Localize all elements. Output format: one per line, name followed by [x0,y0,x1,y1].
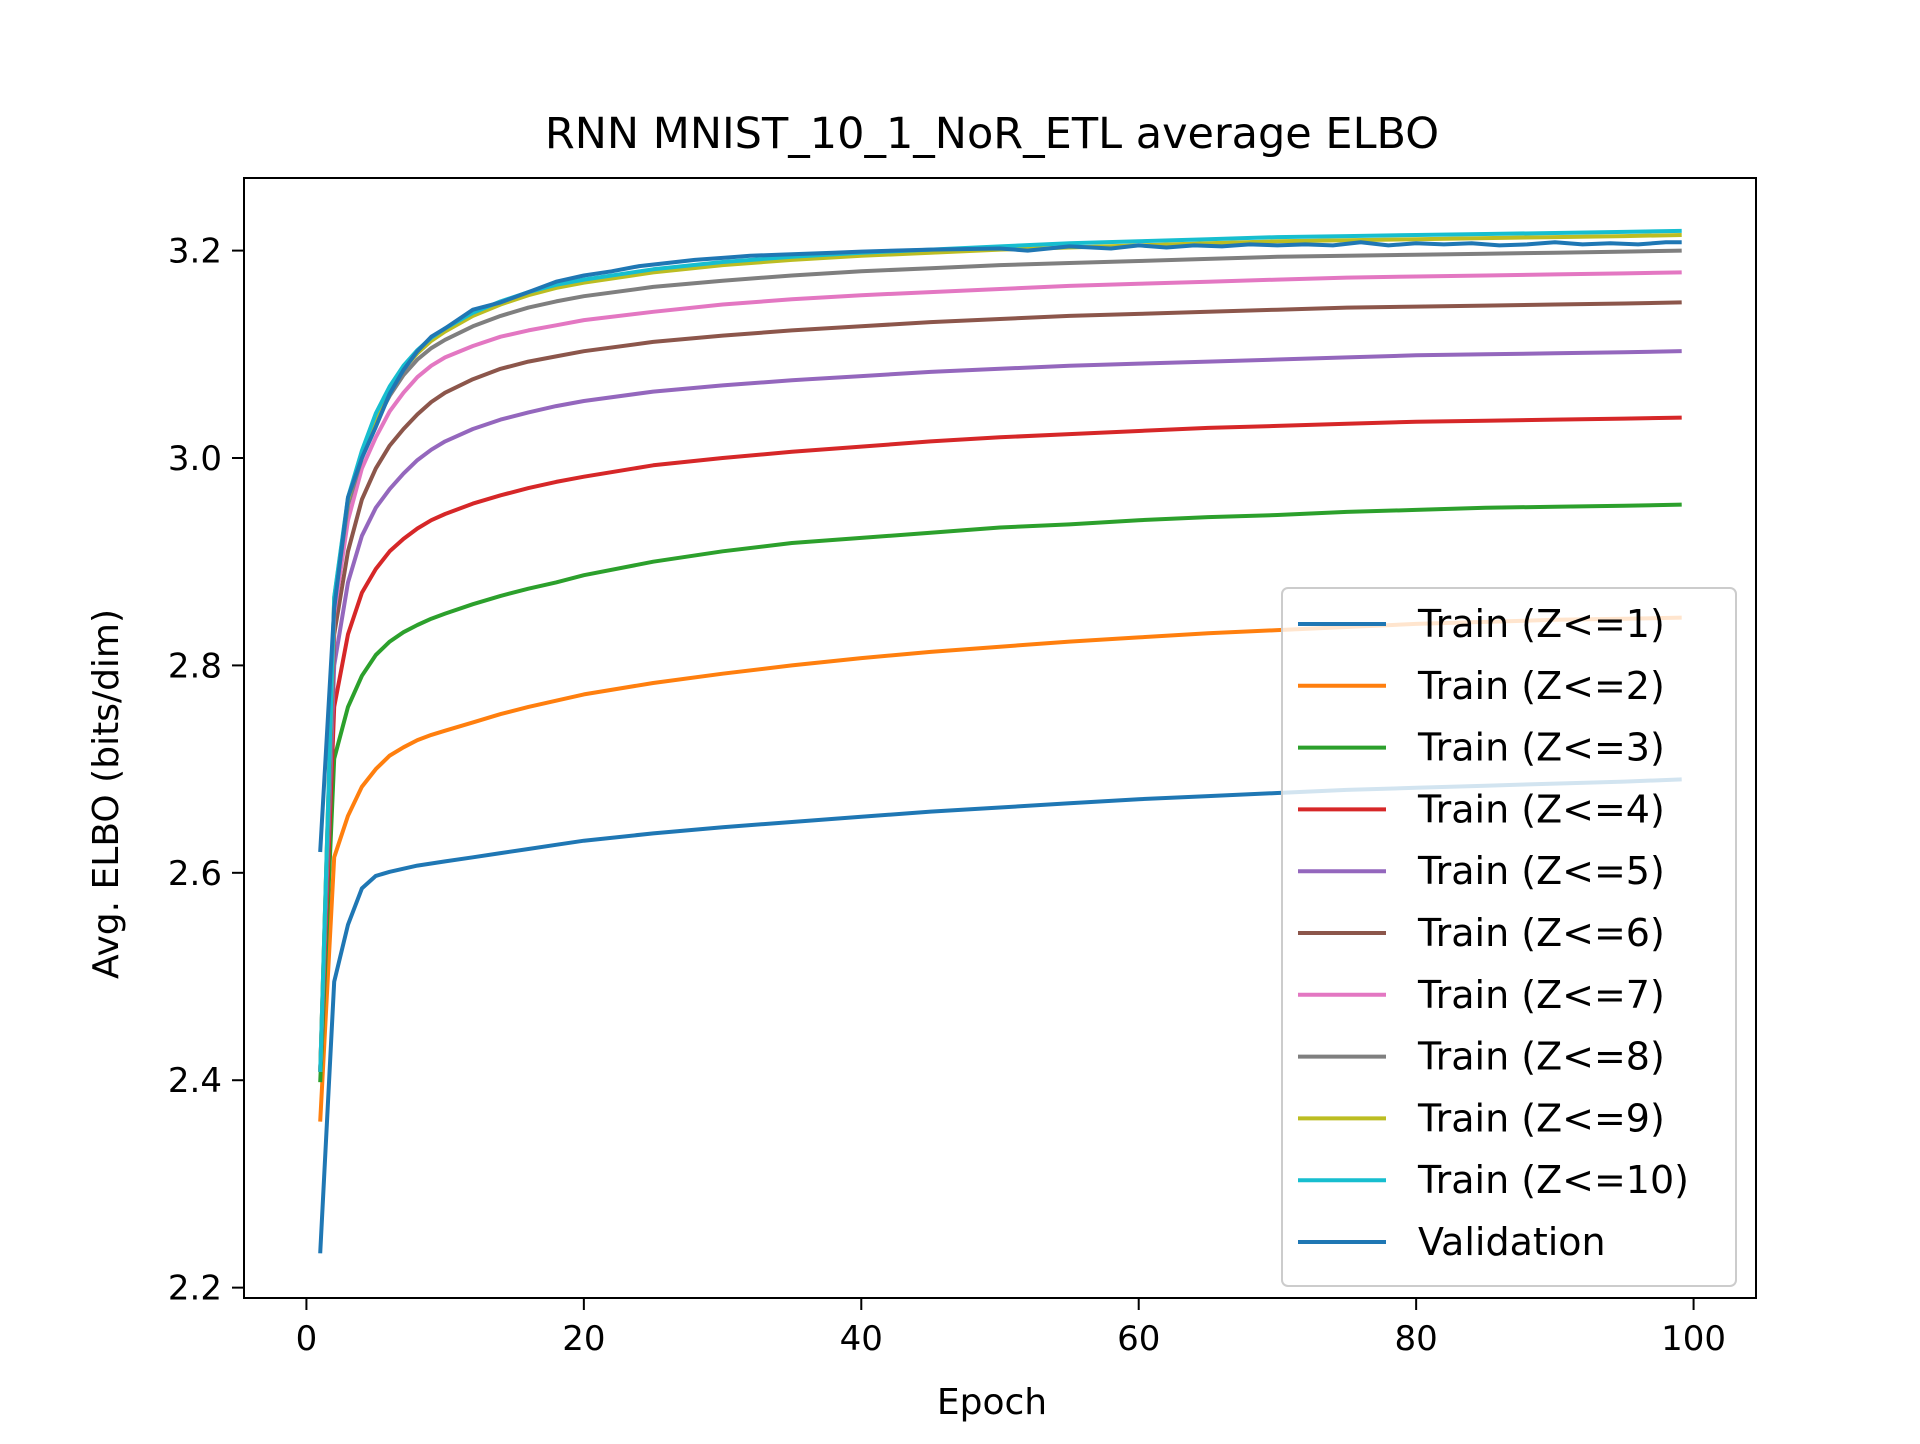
legend-label-4: Train (Z<=4) [1417,787,1665,831]
x-tick-label: 100 [1661,1319,1726,1359]
x-axis-label: Epoch [937,1382,1047,1423]
legend-label-6: Train (Z<=6) [1417,911,1665,955]
x-tick-label: 0 [296,1319,318,1359]
x-tick-label: 40 [840,1319,883,1359]
legend-label-5: Train (Z<=5) [1417,849,1665,893]
legend-label-10: Train (Z<=10) [1417,1158,1689,1202]
series-line-3 [318,502,1682,1083]
y-axis-label: Avg. ELBO (bits/dim) [86,609,127,979]
legend: Train (Z<=1) Train (Z<=2) Train (Z<=3) Trai… [1281,587,1737,1287]
x-axis-ticks: 0 20 40 60 80 100 [296,1298,1726,1359]
legend-label-8: Train (Z<=8) [1417,1035,1665,1079]
x-tick-label: 80 [1395,1319,1438,1359]
y-tick-label: 2.4 [168,1061,222,1101]
y-tick-label: 3.0 [168,439,222,479]
y-tick-label: 2.6 [168,854,222,894]
legend-label-11: Validation [1418,1220,1606,1264]
y-tick-label: 2.2 [168,1269,222,1309]
series-lines [318,228,1682,1254]
y-tick-label: 3.2 [168,232,222,272]
series-line-6 [318,300,1682,1072]
series-line-5 [318,349,1682,1072]
legend-label-7: Train (Z<=7) [1417,973,1665,1017]
legend-label-2: Train (Z<=2) [1417,664,1665,708]
chart-title: RNN MNIST_10_1_NoR_ETL average ELBO [545,109,1439,159]
series-line-11 [318,240,1682,853]
y-axis-ticks: 2.2 2.4 2.6 2.8 3.0 3.2 [168,232,244,1309]
series-line-7 [318,270,1682,1072]
legend-label-3: Train (Z<=3) [1417,726,1665,770]
series-line-10 [318,228,1682,1072]
y-tick-label: 2.8 [168,646,222,686]
legend-label-1: Train (Z<=1) [1417,602,1665,646]
x-tick-label: 60 [1117,1319,1160,1359]
series-line-4 [318,415,1682,1072]
x-tick-label: 20 [562,1319,605,1359]
legend-box [1281,587,1737,1287]
plot-frame [243,177,1757,1299]
legend-label-9: Train (Z<=9) [1417,1096,1665,1140]
